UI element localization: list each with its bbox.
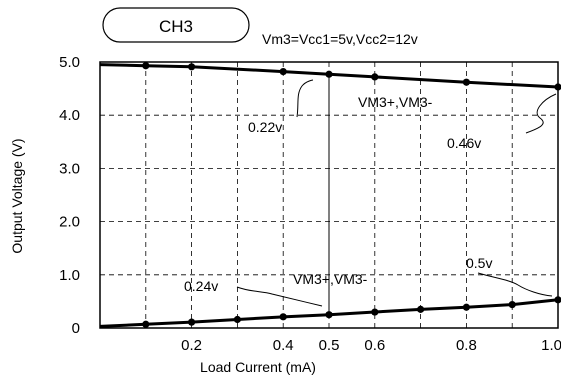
y-tick-label: 0 <box>72 320 80 337</box>
x-tick-label: 1.0 <box>541 337 561 354</box>
annotation-0-22v: 0.22v <box>248 119 282 135</box>
x-tick-label: 0.2 <box>181 337 202 354</box>
annotation-0-24v: 0.24v <box>184 278 218 294</box>
annotation-leader-0-46v <box>525 93 557 134</box>
annotation-high-series-label: VM3+,VM3- <box>358 94 433 110</box>
series-line-high <box>99 63 559 89</box>
data-point <box>279 313 287 321</box>
annotation-leader-0-5v <box>477 272 553 297</box>
data-point <box>325 70 333 78</box>
annotation-0-46v: 0.46v <box>447 135 481 151</box>
data-point <box>462 303 470 311</box>
plot-frame <box>99 61 559 329</box>
annotations: 0.22v VM3+,VM3- 0.46v 0.5v 0.24v VM3+,VM… <box>184 79 557 307</box>
annotation-leader-0-24v <box>236 286 323 307</box>
x-tick-label: 0.5 <box>319 337 340 354</box>
y-tick-label: 3.0 <box>59 160 80 177</box>
data-point <box>371 73 379 81</box>
data-point <box>142 320 150 328</box>
data-point <box>325 311 333 319</box>
y-tick-label: 5.0 <box>59 54 80 71</box>
x-axis-ticks: 0.2 0.4 0.5 0.6 0.8 1.0 <box>181 337 561 354</box>
y-axis-ticks: 0 1.0 2.0 3.0 4.0 5.0 <box>59 54 80 337</box>
x-axis-title: Load Current (mA) <box>200 359 316 375</box>
y-axis-title: Output Voltage (V) <box>9 138 25 253</box>
data-point <box>188 318 196 326</box>
channel-badge <box>102 7 250 43</box>
series-points <box>142 62 561 328</box>
data-point <box>233 315 241 324</box>
data-point <box>417 305 425 313</box>
data-point <box>142 62 150 70</box>
channel-badge-label: CH3 <box>159 17 193 36</box>
annotation-low-series-label: VM3+,VM3- <box>293 271 368 287</box>
data-point <box>371 308 379 316</box>
data-point <box>279 67 287 76</box>
y-tick-label: 4.0 <box>59 107 80 124</box>
x-tick-label: 0.4 <box>273 337 294 354</box>
annotation-0-5v: 0.5v <box>466 255 492 271</box>
data-point <box>188 63 196 71</box>
data-point <box>508 300 516 309</box>
y-tick-label: 2.0 <box>59 214 80 231</box>
annotation-leader-0-22v <box>296 79 314 118</box>
y-tick-label: 1.0 <box>59 267 80 284</box>
conditions-subtitle: Vm3=Vcc1=5v,Vcc2=12v <box>262 31 418 47</box>
x-tick-label: 0.6 <box>364 337 385 354</box>
data-point <box>462 78 470 86</box>
x-tick-label: 0.8 <box>456 337 477 354</box>
